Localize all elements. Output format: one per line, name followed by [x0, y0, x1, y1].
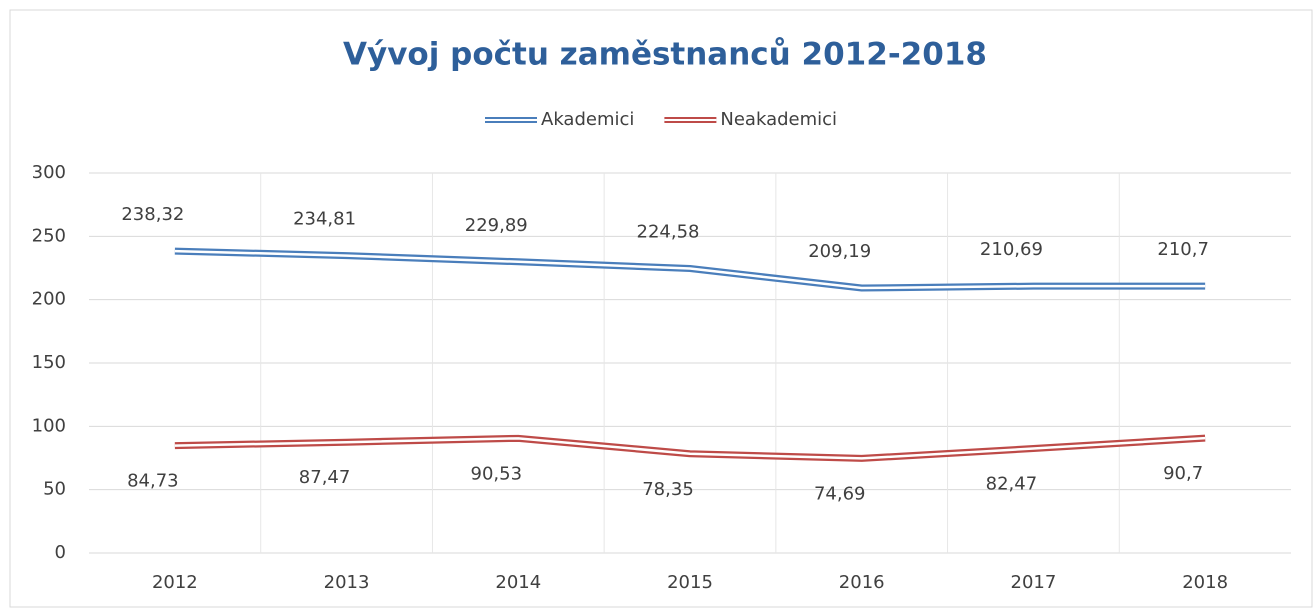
x-tick-label: 2012 — [152, 572, 198, 593]
data-label: 210,69 — [980, 239, 1043, 260]
data-label: 90,53 — [471, 463, 523, 484]
chart-frame — [9, 9, 1313, 608]
data-label: 224,58 — [637, 222, 700, 243]
data-label: 78,35 — [642, 479, 694, 500]
data-label: 74,69 — [814, 483, 866, 504]
x-tick-label: 2017 — [1011, 572, 1057, 593]
y-tick-label: 50 — [43, 479, 66, 500]
x-tick-label: 2013 — [324, 572, 370, 593]
data-label: 84,73 — [127, 471, 179, 492]
y-tick-label: 250 — [32, 225, 66, 246]
y-tick-label: 100 — [32, 415, 66, 436]
series-line-inner — [174, 436, 1206, 460]
legend-label: Neakademici — [720, 109, 837, 130]
x-tick-label: 2018 — [1182, 572, 1228, 593]
data-label: 209,19 — [808, 241, 871, 262]
chart-title: Vývoj počtu zaměstnanců 2012-2018 — [343, 37, 987, 73]
data-label: 210,7 — [1157, 239, 1209, 260]
y-tick-label: 300 — [32, 162, 66, 183]
data-label: 82,47 — [986, 474, 1038, 495]
data-label: 90,7 — [1163, 463, 1203, 484]
legend-label: Akademici — [541, 109, 634, 130]
series-line-inner — [174, 249, 1206, 290]
y-tick-label: 150 — [32, 352, 66, 373]
y-tick-label: 0 — [55, 542, 66, 563]
x-tick-label: 2015 — [667, 572, 713, 593]
data-label: 234,81 — [293, 209, 356, 230]
data-label: 229,89 — [465, 215, 528, 236]
data-label: 87,47 — [299, 467, 351, 488]
x-tick-label: 2016 — [839, 572, 885, 593]
y-tick-label: 200 — [32, 289, 66, 310]
data-label: 238,32 — [121, 204, 184, 225]
x-tick-label: 2014 — [495, 572, 541, 593]
